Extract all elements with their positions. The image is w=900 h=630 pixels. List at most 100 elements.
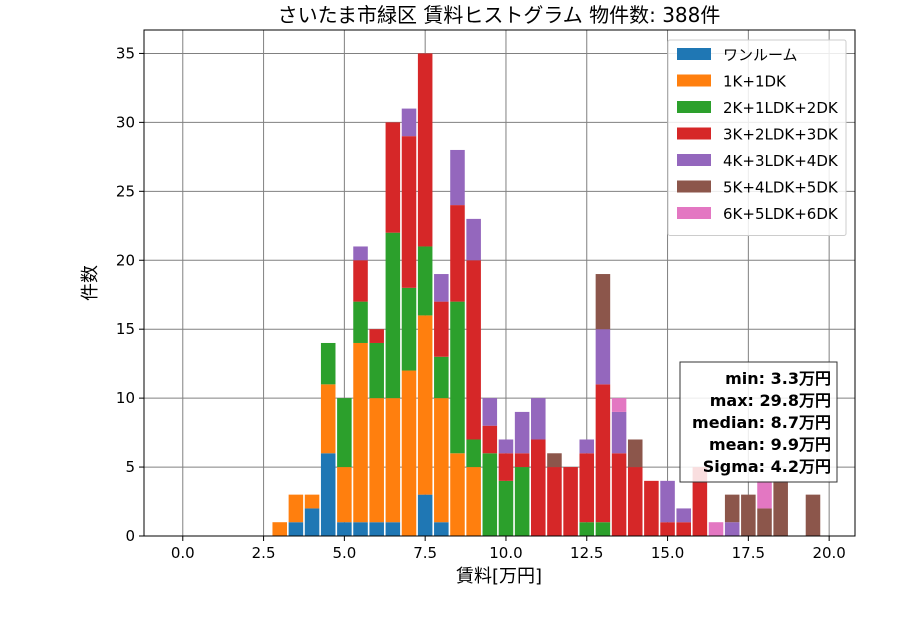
bar-segment xyxy=(353,301,368,343)
x-tick-label: 5.0 xyxy=(332,544,356,562)
bar-segment xyxy=(353,246,368,261)
bar-segment xyxy=(644,480,659,536)
bar-segment xyxy=(579,453,595,523)
legend: ワンルーム 1K+1DK 2K+1LDK+2DK 3K+2LDK+3DK 4K+3LDK… xyxy=(667,39,847,236)
bar-segment xyxy=(757,508,772,536)
bar-segment xyxy=(466,467,481,536)
legend-swatch xyxy=(677,74,711,87)
bar-segment xyxy=(611,398,627,412)
bar-segment xyxy=(304,508,320,536)
bar-segment xyxy=(595,384,611,523)
bar-segment xyxy=(579,522,595,536)
bar-segment xyxy=(320,453,336,536)
chart-title: さいたま市緑区 賃料ヒストグラム 物件数: 388件 xyxy=(278,3,721,27)
bar-segment xyxy=(417,494,433,536)
bar-segment xyxy=(401,370,417,536)
bar-segment xyxy=(417,315,433,495)
bar-segment xyxy=(320,342,336,385)
y-axis-label: 件数 xyxy=(80,265,101,301)
bar-segment xyxy=(627,467,643,536)
grid-layer xyxy=(144,30,855,537)
legend-swatch xyxy=(677,180,711,193)
bar-segment xyxy=(434,356,449,399)
y-tick-label: 30 xyxy=(116,113,135,131)
bar-segment xyxy=(563,467,578,536)
bar-segment xyxy=(466,439,481,468)
bar-segment xyxy=(450,453,465,536)
legend-box xyxy=(667,39,847,236)
bar-segment xyxy=(514,411,530,454)
bar-segment xyxy=(531,398,546,440)
bar-segment xyxy=(676,522,691,536)
bar-segment xyxy=(417,246,433,316)
bar-segment xyxy=(417,53,433,247)
y-tick-label: 35 xyxy=(116,44,135,62)
bar-segment xyxy=(498,453,514,481)
y-tick-label: 0 xyxy=(125,527,135,545)
legend-entry: 6K+5LDK+6DK xyxy=(723,205,839,223)
bar-segment xyxy=(385,522,401,536)
bar-segment xyxy=(385,232,401,399)
bars-layer xyxy=(272,53,821,536)
bar-segment xyxy=(482,425,498,454)
bar-segment xyxy=(724,522,740,536)
legend-entry: 1K+1DK xyxy=(723,73,787,91)
y-tick-label: 5 xyxy=(125,458,135,476)
ticks-layer: 0.0 2.5 5.0 7.5 10.0 12.5 15.0 17.5 20.0 0 5 10 15 20… xyxy=(116,44,846,562)
x-axis-label: 賃料[万円] xyxy=(456,566,542,587)
bar-segment xyxy=(498,439,514,454)
bar-segment xyxy=(676,508,691,523)
bar-segment xyxy=(337,398,352,468)
bar-segment xyxy=(708,522,724,536)
bar-segment xyxy=(385,122,401,233)
legend-swatch xyxy=(677,48,711,60)
bar-segment xyxy=(450,149,465,206)
bar-segment xyxy=(660,480,675,523)
stats-line: min: 3.3万円 xyxy=(725,369,831,388)
x-tick-label: 2.5 xyxy=(252,544,276,562)
plot-frame xyxy=(143,29,856,537)
bar-segment xyxy=(385,398,401,523)
legend-swatch xyxy=(677,154,711,166)
bar-segment xyxy=(337,467,352,523)
y-tick-label: 20 xyxy=(116,251,135,269)
bar-segment xyxy=(595,522,611,536)
bar-segment xyxy=(482,398,498,426)
bar-segment xyxy=(757,480,772,509)
bar-segment xyxy=(482,453,498,536)
bar-segment xyxy=(337,522,352,536)
x-tick-label: 15.0 xyxy=(651,544,684,562)
bar-segment xyxy=(434,274,449,302)
bar-segment xyxy=(434,398,449,523)
bar-segment xyxy=(369,342,384,399)
x-tick-label: 12.5 xyxy=(570,544,603,562)
y-tick-label: 25 xyxy=(116,182,135,200)
bar-segment xyxy=(498,480,514,536)
bar-segment xyxy=(741,494,756,536)
legend-entry: 2K+1LDK+2DK xyxy=(723,99,839,117)
bar-segment xyxy=(531,439,546,536)
bar-segment xyxy=(401,108,417,137)
bar-segment xyxy=(304,494,320,509)
legend-entry: 3K+2LDK+3DK xyxy=(723,126,839,144)
bar-segment xyxy=(514,467,530,536)
x-tick-label: 20.0 xyxy=(812,544,845,562)
bar-segment xyxy=(514,453,530,468)
x-tick-label: 17.5 xyxy=(732,544,765,562)
bar-segment xyxy=(401,136,417,288)
bar-segment xyxy=(595,274,611,330)
stats-line: mean: 9.9万円 xyxy=(709,435,831,454)
bar-segment xyxy=(434,522,449,536)
bar-segment xyxy=(611,411,627,454)
bar-segment xyxy=(450,301,465,454)
legend-entry: ワンルーム xyxy=(723,46,798,64)
bar-segment xyxy=(272,522,288,536)
bar-segment xyxy=(805,494,821,536)
bar-segment xyxy=(434,301,449,357)
bar-segment xyxy=(450,205,465,302)
bar-segment xyxy=(320,384,336,454)
y-tick-label: 10 xyxy=(116,389,135,407)
bar-segment xyxy=(353,260,368,302)
bar-segment xyxy=(595,329,611,385)
